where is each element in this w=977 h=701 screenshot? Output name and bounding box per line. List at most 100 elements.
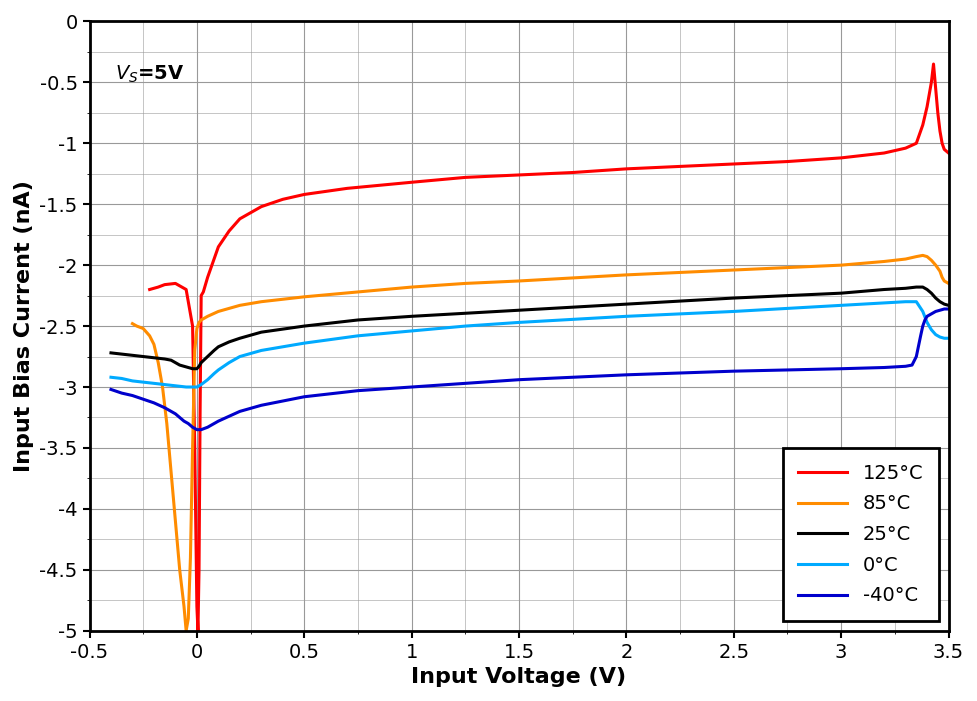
85°C: [935, 273, 947, 282]
85°C: [924, 256, 936, 264]
25°C: [513, 306, 525, 315]
125°C: [673, 162, 685, 170]
25°C: [212, 343, 224, 351]
25°C: [201, 353, 213, 361]
85°C: [513, 277, 525, 285]
25°C: [105, 348, 116, 357]
0°C: [513, 318, 525, 327]
125°C: [910, 139, 921, 147]
-40°C: [619, 371, 631, 379]
25°C: [169, 358, 181, 367]
0°C: [929, 330, 941, 339]
-40°C: [933, 306, 945, 315]
0°C: [148, 379, 159, 388]
25°C: [191, 365, 202, 373]
Line: 125°C: 125°C: [149, 64, 948, 631]
85°C: [910, 252, 921, 261]
125°C: [194, 407, 206, 416]
25°C: [298, 322, 310, 330]
25°C: [208, 346, 220, 355]
0°C: [937, 334, 949, 343]
Text: $V_S$=5V: $V_S$=5V: [115, 64, 185, 86]
25°C: [115, 350, 127, 358]
25°C: [137, 353, 149, 361]
85°C: [201, 312, 213, 320]
25°C: [195, 358, 207, 367]
125°C: [924, 78, 936, 86]
0°C: [727, 307, 739, 315]
125°C: [223, 227, 234, 236]
-40°C: [834, 365, 846, 373]
125°C: [298, 190, 310, 198]
-40°C: [929, 307, 941, 315]
85°C: [255, 297, 267, 306]
-40°C: [187, 423, 198, 431]
85°C: [126, 320, 138, 328]
85°C: [169, 517, 181, 525]
125°C: [197, 287, 209, 296]
0°C: [834, 301, 846, 310]
25°C: [165, 356, 177, 365]
25°C: [352, 315, 363, 324]
125°C: [189, 444, 200, 452]
25°C: [920, 285, 932, 294]
85°C: [929, 261, 941, 269]
85°C: [920, 252, 932, 261]
25°C: [899, 284, 911, 292]
125°C: [193, 566, 205, 574]
-40°C: [910, 353, 921, 361]
-40°C: [148, 399, 159, 407]
-40°C: [183, 419, 194, 428]
0°C: [212, 366, 224, 374]
85°C: [183, 614, 194, 622]
85°C: [405, 283, 417, 292]
0°C: [115, 374, 127, 383]
85°C: [156, 383, 168, 391]
125°C: [935, 139, 947, 147]
Line: 85°C: 85°C: [132, 255, 948, 631]
Y-axis label: Input Bias Current (nA): Input Bias Current (nA): [14, 180, 34, 472]
0°C: [920, 318, 932, 327]
-40°C: [352, 386, 363, 395]
-40°C: [208, 419, 220, 428]
25°C: [178, 362, 190, 371]
85°C: [152, 358, 164, 367]
125°C: [929, 84, 941, 93]
85°C: [191, 325, 202, 333]
-40°C: [212, 417, 224, 426]
125°C: [619, 165, 631, 173]
25°C: [174, 361, 186, 369]
125°C: [234, 215, 245, 223]
Line: -40°C: -40°C: [110, 309, 948, 430]
85°C: [937, 277, 949, 285]
0°C: [933, 333, 945, 341]
125°C: [195, 292, 207, 300]
-40°C: [191, 426, 202, 434]
25°C: [223, 338, 234, 346]
125°C: [933, 127, 945, 135]
125°C: [942, 149, 954, 157]
125°C: [937, 145, 949, 154]
-40°C: [405, 383, 417, 391]
0°C: [137, 378, 149, 386]
85°C: [165, 468, 177, 477]
0°C: [208, 369, 220, 378]
85°C: [298, 292, 310, 301]
-40°C: [924, 310, 936, 318]
85°C: [195, 315, 207, 324]
X-axis label: Input Voltage (V): Input Voltage (V): [411, 667, 626, 687]
-40°C: [942, 305, 954, 313]
125°C: [180, 285, 191, 294]
85°C: [131, 322, 143, 330]
85°C: [193, 318, 205, 327]
125°C: [187, 322, 198, 330]
25°C: [405, 312, 417, 320]
25°C: [187, 365, 198, 373]
125°C: [158, 280, 170, 289]
125°C: [899, 144, 911, 152]
-40°C: [937, 305, 949, 313]
125°C: [212, 243, 224, 251]
Line: 25°C: 25°C: [110, 287, 948, 369]
0°C: [910, 297, 921, 306]
-40°C: [918, 315, 930, 324]
